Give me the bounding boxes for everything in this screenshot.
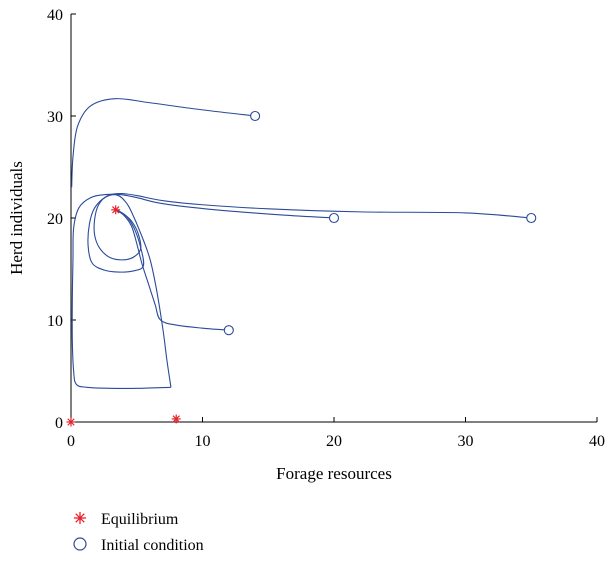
x-tick-label: 40 bbox=[589, 433, 605, 450]
trajectory-2 bbox=[93, 192, 532, 261]
y-tick-label: 30 bbox=[47, 109, 63, 126]
x-tick-label: 0 bbox=[67, 433, 75, 450]
y-tick-label: 10 bbox=[47, 313, 63, 330]
legend-initial-label: Initial condition bbox=[101, 537, 204, 554]
legend: Equilibrium Initial condition bbox=[73, 511, 204, 554]
trajectory-1 bbox=[71, 98, 256, 188]
legend-initial-marker bbox=[73, 537, 87, 551]
initial-condition-point bbox=[223, 325, 234, 336]
equilibrium-point bbox=[171, 414, 181, 424]
x-axis-label: Forage resources bbox=[276, 464, 392, 483]
trajectory-5 bbox=[71, 193, 172, 390]
equilibrium-point bbox=[111, 205, 121, 215]
initial-condition-point bbox=[328, 212, 340, 224]
trajectory-3 bbox=[87, 193, 335, 273]
initial-condition-point bbox=[526, 212, 537, 224]
x-tick-label: 20 bbox=[326, 433, 342, 450]
trajectory-4 bbox=[115, 209, 229, 331]
trajectories bbox=[71, 98, 532, 390]
equilibria bbox=[66, 205, 181, 427]
initial-conditions bbox=[223, 110, 537, 336]
y-tick-label: 0 bbox=[55, 415, 63, 432]
y-tick-label: 40 bbox=[47, 7, 63, 24]
legend-equilibrium-marker bbox=[74, 512, 86, 524]
y-ticks: 0 10 20 30 40 bbox=[47, 7, 76, 432]
legend-equilibrium-label: Equilibrium bbox=[101, 511, 179, 528]
x-ticks: 0 10 20 30 40 bbox=[67, 417, 605, 450]
y-tick-label: 20 bbox=[47, 211, 63, 228]
equilibrium-point bbox=[66, 417, 76, 427]
initial-condition-point bbox=[250, 110, 261, 122]
x-tick-label: 10 bbox=[195, 433, 211, 450]
x-tick-label: 30 bbox=[458, 433, 474, 450]
y-axis-label: Herd individuals bbox=[7, 161, 26, 275]
